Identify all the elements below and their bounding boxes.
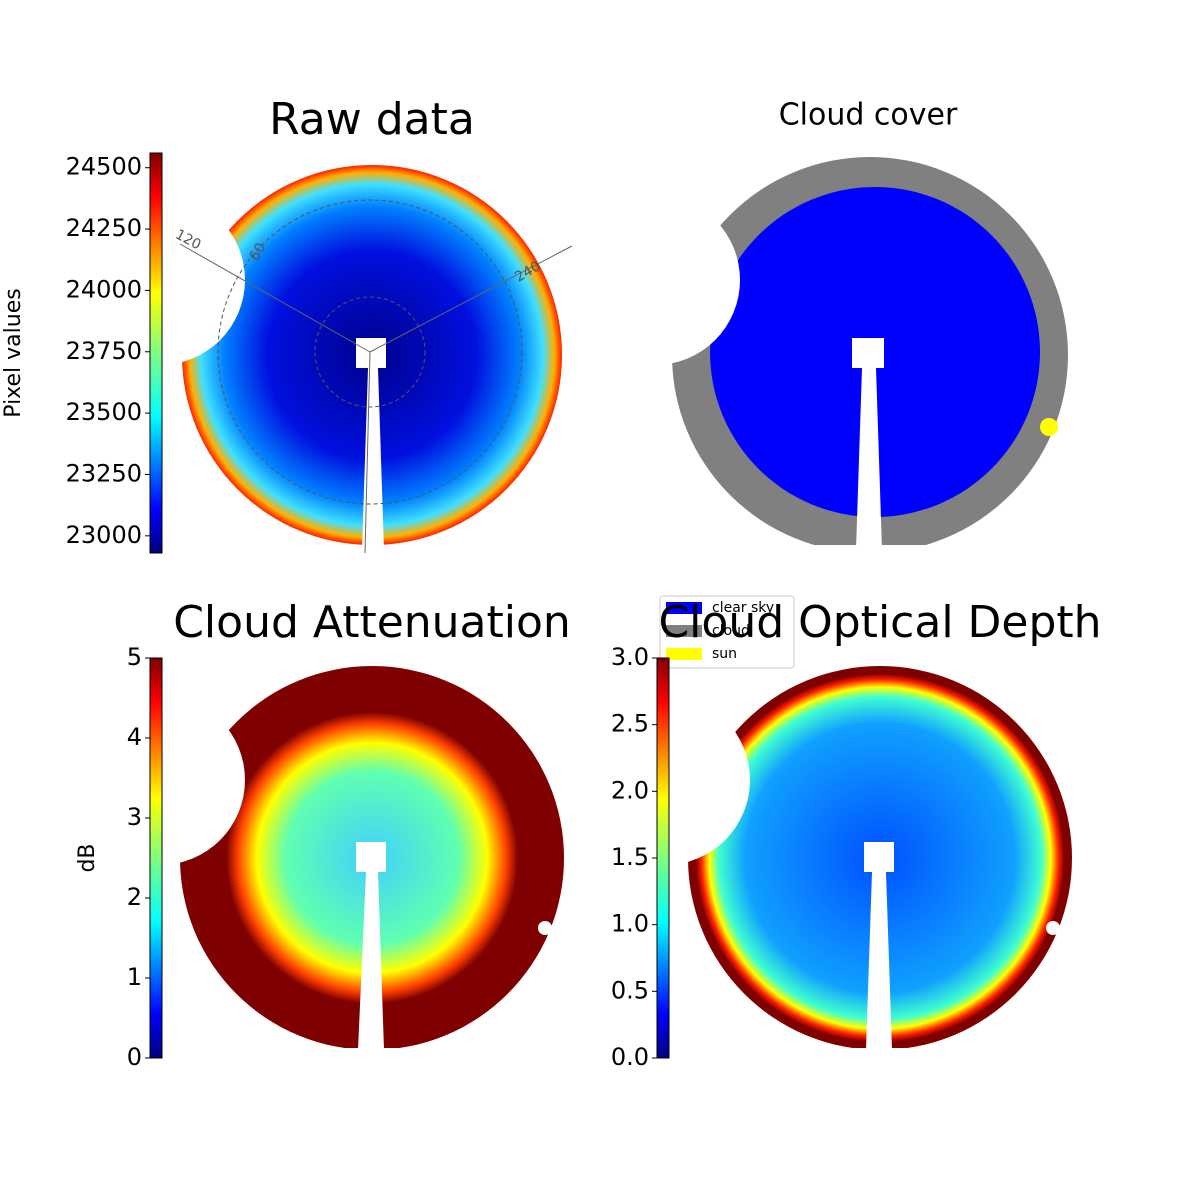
- colorbar-label: dB: [75, 843, 100, 872]
- colorbar-tick-label: 24250: [66, 214, 142, 242]
- colorbar-tick-label: 24000: [66, 275, 142, 303]
- legend-label: clear sky: [712, 600, 774, 616]
- colorbar-tick-label: 3: [127, 803, 142, 831]
- panel-title: Cloud Optical Depth: [658, 597, 1101, 648]
- colorbar-tick-label: 5: [127, 643, 142, 671]
- colorbar-tick-label: 24500: [66, 153, 142, 181]
- colorbar-tick-label: 3.0: [611, 643, 649, 671]
- legend-swatch: [666, 648, 702, 660]
- colorbar-tick-label: 1.5: [611, 843, 649, 871]
- legend-label: sun: [712, 646, 737, 662]
- legend-swatch: [666, 625, 702, 637]
- colorbar-tick-label: 0: [127, 1043, 142, 1071]
- colorbar-tick-label: 0.5: [611, 976, 649, 1004]
- colorbar: [149, 152, 163, 554]
- colorbar-label: Pixel values: [1, 288, 26, 417]
- colorbar: [149, 657, 163, 1059]
- colorbar-tick-label: 23250: [66, 459, 142, 487]
- colorbar-tick-label: 2.0: [611, 776, 649, 804]
- colorbar-tick-label: 1: [127, 963, 142, 991]
- legend-swatch: [666, 602, 702, 614]
- panels: 23000 23250 23500 23750 24000 24250 24500 Pixel…: [1, 94, 1102, 1071]
- colorbar-tick-label: 0.0: [611, 1043, 649, 1071]
- angle-label: 60: [247, 240, 270, 263]
- colorbar-tick-label: 23750: [66, 337, 142, 365]
- panel-title: Cloud Attenuation: [173, 597, 571, 648]
- colorbar-tick-label: 4: [127, 723, 142, 751]
- legend-label: cloud: [712, 623, 750, 639]
- colorbar-tick-label: 2.5: [611, 710, 649, 738]
- panel-title: Cloud cover: [779, 98, 958, 133]
- colorbar-tick-label: 23500: [66, 398, 142, 426]
- panel-title: Raw data: [269, 94, 475, 145]
- colorbar-tick-label: 2: [127, 883, 142, 911]
- colorbar-tick-label: 23000: [66, 521, 142, 549]
- colorbar: [656, 657, 670, 1059]
- colorbar-tick-label: 1.0: [611, 910, 649, 938]
